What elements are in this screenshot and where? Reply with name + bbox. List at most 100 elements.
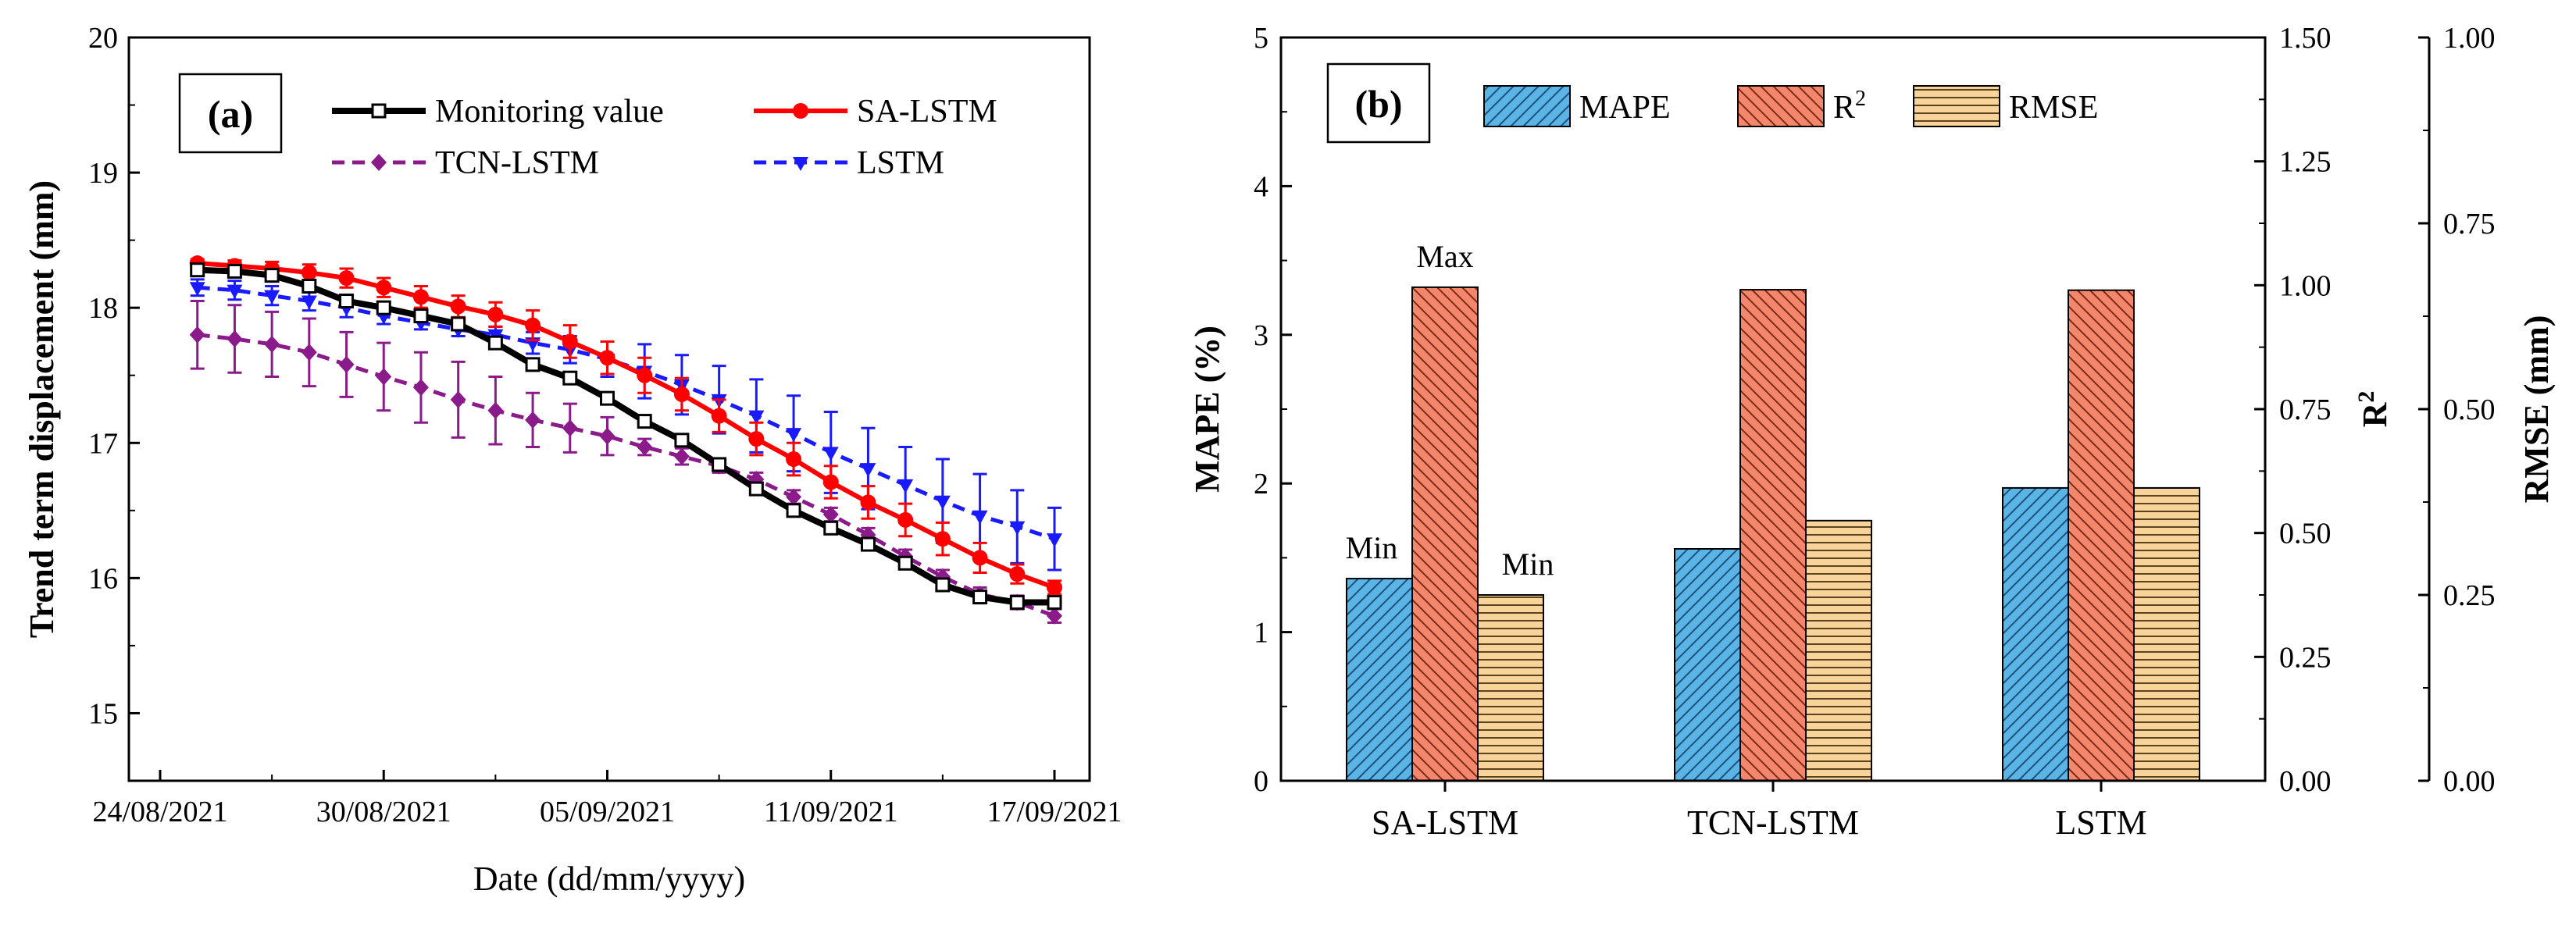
a-marker-monitoring: [786, 503, 801, 518]
a-marker-tcn-lstm: [264, 335, 280, 353]
a-marker-sa-lstm: [1009, 566, 1026, 582]
a-series-sa-lstm: [189, 255, 1062, 596]
a-marker-monitoring: [190, 262, 205, 278]
a-marker-sa-lstm: [562, 333, 578, 350]
b-bar-r2-lstm: [2068, 289, 2135, 782]
a-marker-monitoring: [413, 308, 429, 324]
a-marker-monitoring: [712, 457, 727, 472]
b-r2-axis-label: R2: [2353, 391, 2394, 428]
a-marker-sa-lstm: [972, 550, 988, 566]
b-panel-label: (b): [1354, 82, 1402, 126]
b-left-tick-label: 0: [1254, 765, 1268, 798]
a-marker-sa-lstm: [786, 451, 802, 468]
b-r2-tick-label: 1.25: [2279, 146, 2332, 179]
a-marker-sa-lstm: [525, 317, 541, 333]
b-annotation: Min: [1346, 530, 1398, 565]
a-marker-tcn-lstm: [189, 326, 205, 344]
a-legend-label: SA-LSTM: [857, 94, 997, 130]
b-r2-tick-label: 1.50: [2279, 22, 2332, 55]
a-marker-lstm: [786, 428, 802, 443]
a-marker-tcn-lstm: [338, 355, 355, 373]
a-marker-lstm: [748, 410, 765, 425]
a-marker-monitoring: [525, 357, 541, 372]
b-left-tick-label: 4: [1254, 170, 1268, 203]
a-marker-monitoring: [972, 589, 988, 605]
a-legend-label: LSTM: [857, 145, 944, 181]
b-legend-label: RMSE: [2009, 90, 2098, 126]
a-marker-sa-lstm: [822, 474, 839, 490]
b-rmse-tick-label: 1.00: [2443, 22, 2496, 55]
a-line-sa-lstm: [197, 261, 1056, 590]
b-bar-mape-tcn-lstm: [1674, 547, 1741, 782]
a-marker-monitoring: [376, 300, 391, 315]
a-marker-tcn-lstm: [637, 438, 653, 456]
a-marker-lstm: [301, 295, 317, 310]
b-left-tick-label: 2: [1254, 468, 1268, 500]
b-bars-layer: [1346, 286, 2200, 782]
a-marker-monitoring: [1047, 595, 1062, 611]
a-marker-tcn-lstm: [822, 506, 839, 524]
b-r2-tick-label: 0.25: [2279, 641, 2332, 674]
a-marker-lstm: [860, 463, 876, 478]
a-marker-sa-lstm: [487, 306, 504, 322]
a-marker-tcn-lstm: [301, 344, 317, 361]
a-marker-sa-lstm: [376, 280, 392, 296]
b-rmse-tick-label: 0.00: [2443, 765, 2496, 798]
a-marker-sa-lstm: [711, 408, 727, 424]
b-r2-tick-label: 0.00: [2279, 765, 2332, 798]
b-left-tick-label: 3: [1254, 319, 1268, 352]
b-legend-swatch-rmse: [1913, 85, 2000, 127]
b-bar-r2-tcn-lstm: [1739, 289, 1807, 782]
a-legend-label: TCN-LSTM: [435, 145, 599, 181]
a-panel-label: (a): [208, 92, 253, 136]
b-r2-tick-label: 0.75: [2279, 394, 2332, 426]
a-x-tick-label: 11/09/2021: [764, 796, 898, 828]
b-rmse-axis-label: RMSE (mm): [2517, 315, 2556, 504]
a-marker-lstm: [1047, 533, 1062, 548]
a-marker-tcn-lstm: [450, 390, 466, 408]
a-marker-monitoring: [935, 577, 951, 593]
b-rmse-tick-label: 0.50: [2443, 394, 2496, 426]
b-legend-label-base: MAPE: [1579, 90, 1671, 126]
b-category-label: SA-LSTM: [1372, 803, 1518, 842]
b-legend-label-base: R: [1833, 90, 1855, 126]
a-marker-sa-lstm: [637, 367, 653, 383]
a-marker-sa-lstm: [338, 270, 355, 287]
a-marker-sa-lstm: [301, 265, 317, 281]
a-marker-monitoring: [264, 268, 280, 283]
b-bar-rmse-lstm: [2133, 486, 2200, 782]
b-category-label: TCN-LSTM: [1687, 803, 1859, 842]
a-marker-tcn-lstm: [487, 401, 504, 419]
b-annotations: Min Max Min: [1346, 239, 1554, 582]
a-marker-monitoring: [487, 335, 503, 351]
a-y-tick-label: 18: [88, 292, 118, 325]
a-marker-lstm: [897, 479, 914, 493]
a-marker-sa-lstm: [860, 494, 876, 511]
a-marker-tcn-lstm: [525, 411, 541, 429]
b-legend-label-base: RMSE: [2009, 90, 2098, 126]
a-marker-sa-lstm: [748, 431, 765, 447]
a-marker-monitoring: [451, 316, 466, 332]
b-panel-label-box: (b): [1326, 62, 1431, 144]
a-y-tick-label: 16: [88, 562, 118, 595]
b-category-label: LSTM: [2055, 803, 2146, 842]
b-rmse-tick-label: 0.75: [2443, 208, 2496, 240]
a-y-tick-label: 17: [88, 427, 118, 460]
b-r2-tick-label: 0.50: [2279, 518, 2332, 550]
a-marker-tcn-lstm: [376, 368, 392, 386]
a-marker-lstm: [934, 495, 951, 510]
b-bar-r2-sa-lstm: [1411, 286, 1479, 782]
a-marker-monitoring: [1009, 595, 1025, 611]
a-marker-tcn-lstm: [412, 379, 429, 397]
a-y-tick-label: 20: [88, 22, 118, 55]
a-x-tick-label: 30/08/2021: [316, 796, 451, 828]
a-y-axis-label: Trend term displacement (mm): [23, 180, 61, 638]
a-marker-sa-lstm: [793, 103, 808, 119]
a-marker-tcn-lstm: [673, 447, 690, 465]
a-marker-sa-lstm: [934, 531, 951, 547]
a-marker-monitoring: [748, 481, 764, 497]
b-annotation: Max: [1416, 239, 1473, 274]
a-panel-label-box: (a): [178, 73, 283, 154]
a-marker-lstm: [264, 290, 280, 305]
